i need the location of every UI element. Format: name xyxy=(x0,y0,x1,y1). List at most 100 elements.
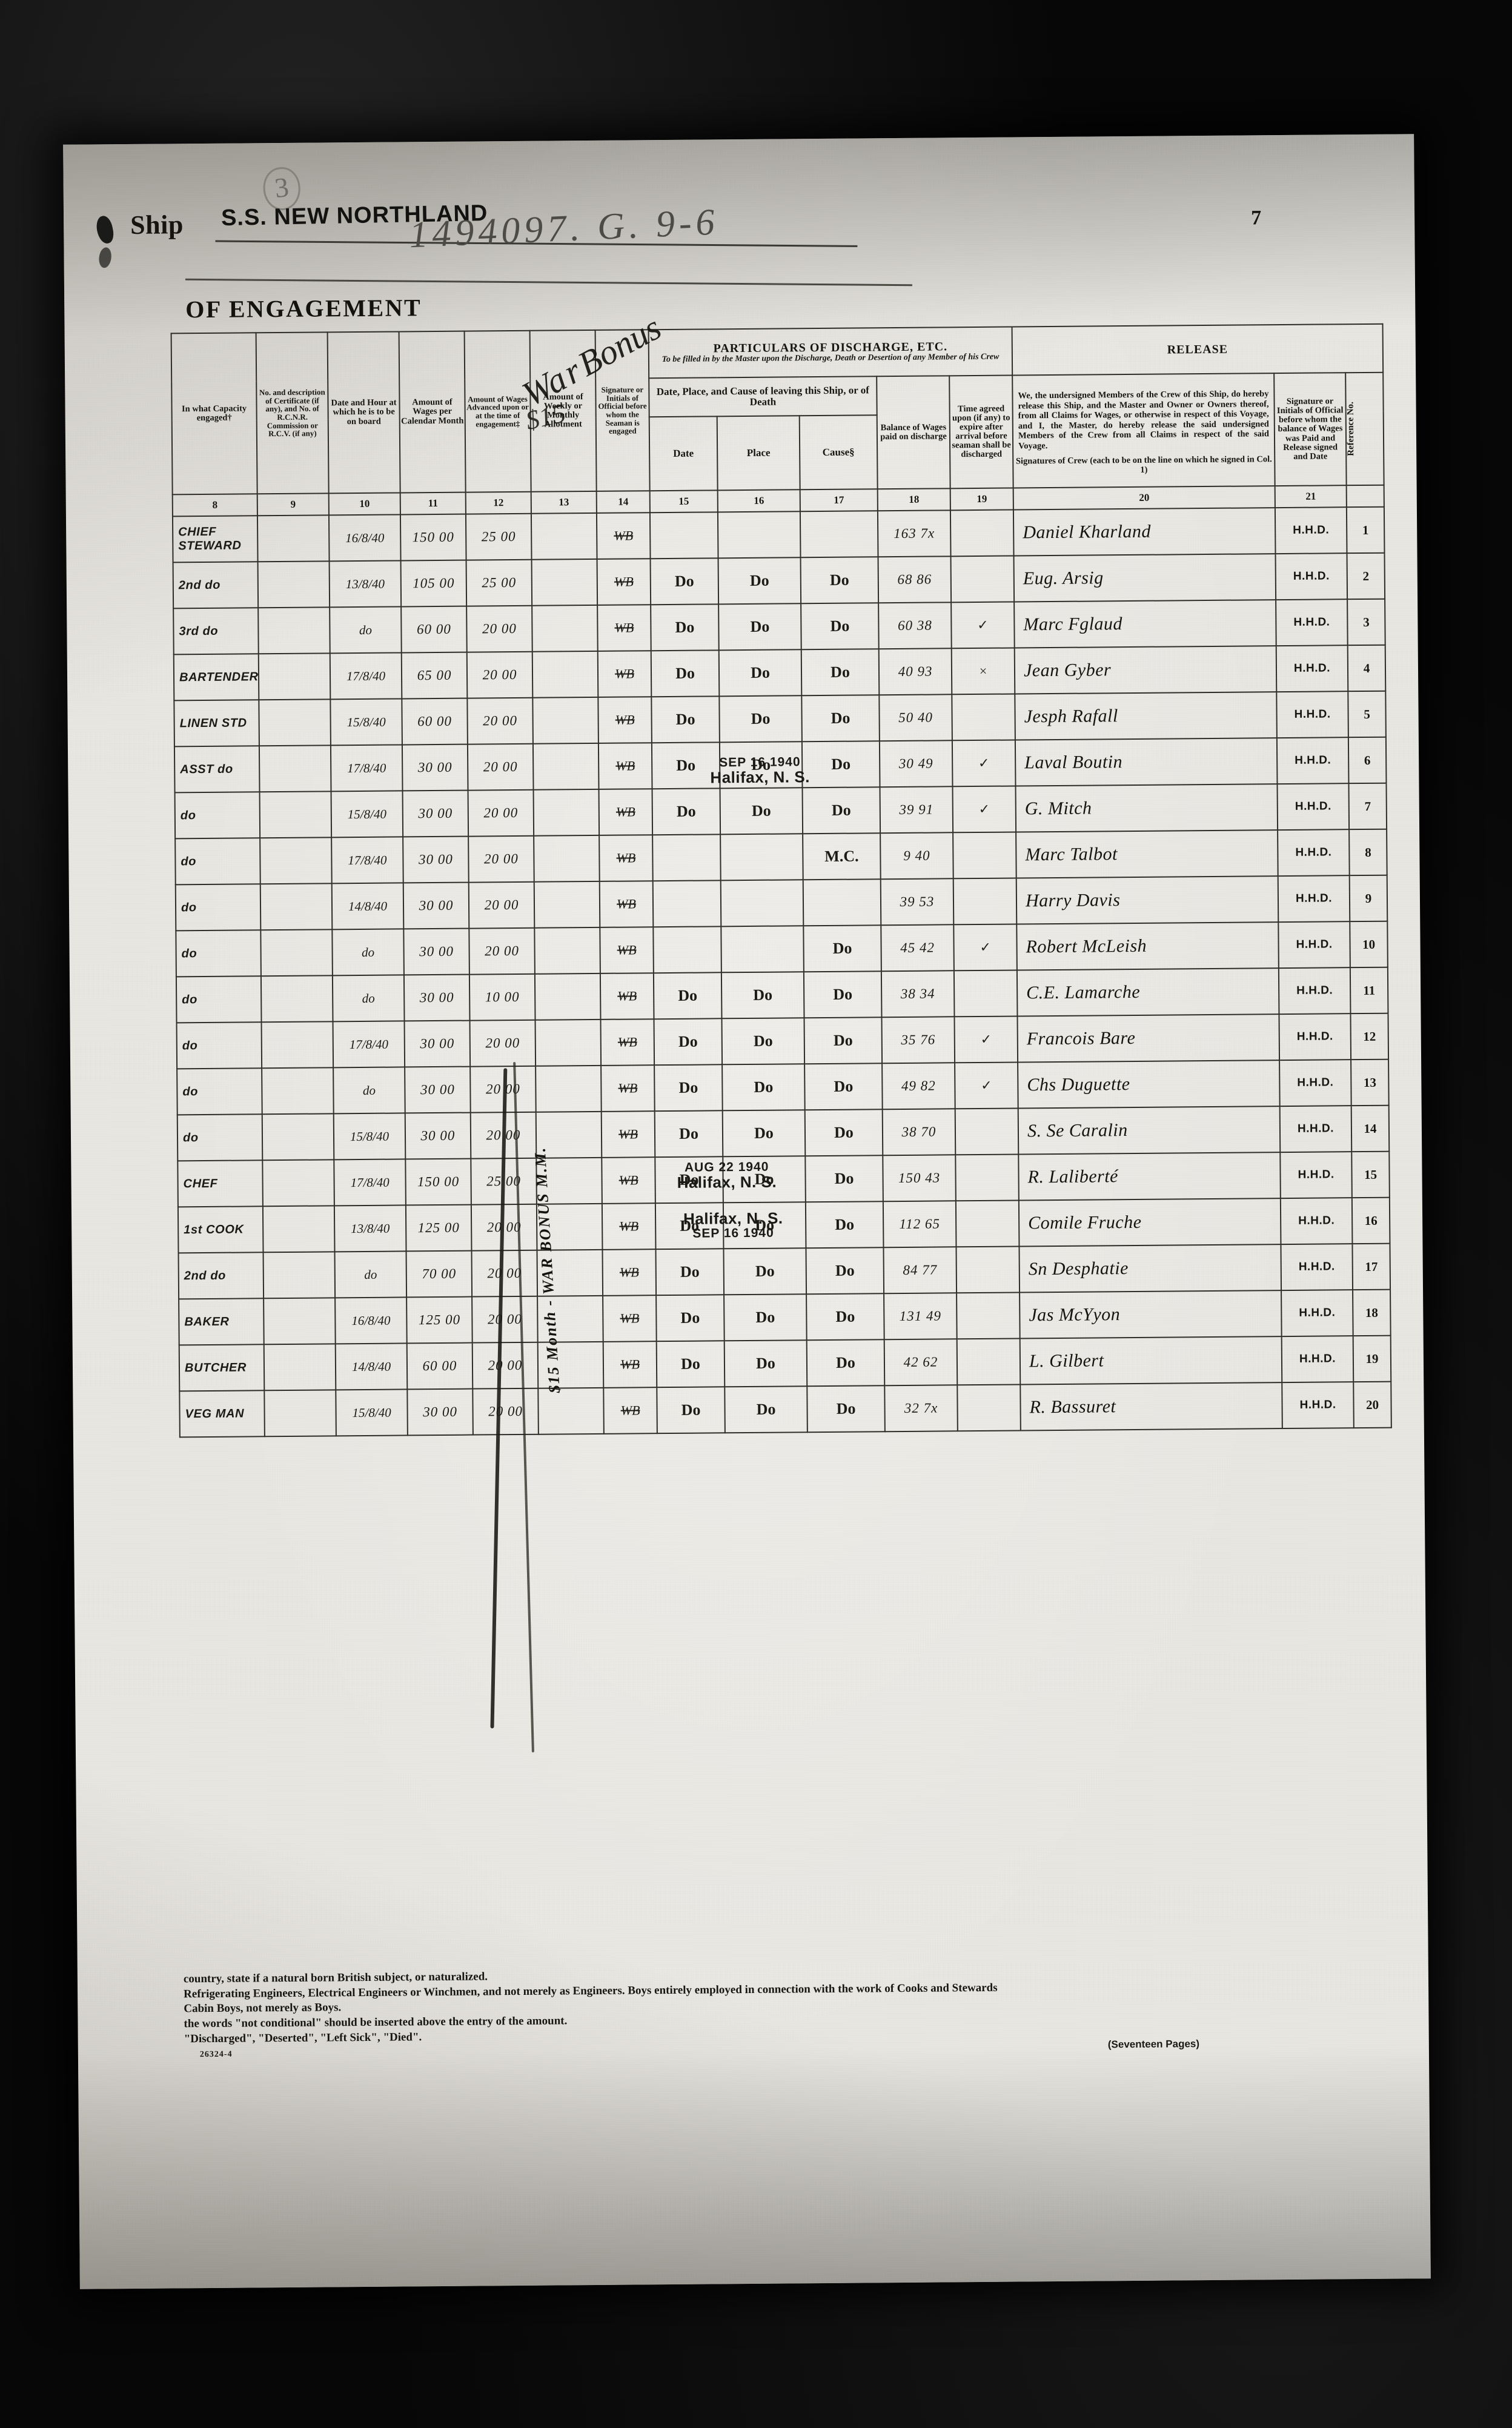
ship-secondary-rule xyxy=(185,278,912,287)
official-sig-cell: WB xyxy=(597,559,651,605)
colnum-13: 13 xyxy=(531,491,597,514)
official-sig-cell: WB xyxy=(602,1203,656,1250)
balance-cell: 84 77 xyxy=(883,1247,957,1294)
advance-cell: 20 00 xyxy=(467,697,533,745)
discharge-cause-cell: Do xyxy=(801,603,879,650)
certificate-cell xyxy=(257,561,330,608)
reference-no-cell: 2 xyxy=(1347,552,1385,600)
th-col20: We, the undersigned Members of the Crew … xyxy=(1012,373,1275,488)
discharge-place-cell: Do xyxy=(724,1340,807,1387)
colnum-15: 15 xyxy=(649,490,718,513)
board-date-cell: do xyxy=(330,606,402,654)
release-sub-text: Signatures of Crew (each to be on the li… xyxy=(1015,454,1272,475)
discharge-date-cell: Do xyxy=(651,742,720,789)
capacity-cell: do xyxy=(177,1114,263,1161)
reference-no-cell: 3 xyxy=(1347,599,1385,646)
th-col21: Signature or Initials of Official before… xyxy=(1274,373,1347,486)
discharge-date-cell: Do xyxy=(656,1295,724,1342)
advance-cell: 20 00 xyxy=(469,927,535,975)
official-sig-cell: WB xyxy=(597,605,651,651)
discharge-cause-cell: Do xyxy=(801,741,880,788)
discharge-cause-cell: Do xyxy=(805,1201,884,1249)
discharge-place-cell: Do xyxy=(718,557,801,605)
discharge-date-cell: Do xyxy=(655,1202,724,1250)
balance-cell: 150 43 xyxy=(883,1155,956,1202)
release-official-cell: H.H.D. xyxy=(1276,645,1348,692)
certificate-cell xyxy=(259,745,331,792)
official-sig-cell: WB xyxy=(603,1341,657,1388)
discharge-place-cell: Do xyxy=(722,1064,805,1111)
balance-cell: 60 38 xyxy=(878,602,952,649)
board-date-cell: 17/8/40 xyxy=(333,1021,405,1068)
colnum-17: 17 xyxy=(800,489,878,512)
reference-no-cell: 1 xyxy=(1346,506,1385,554)
capacity-cell: 3rd do xyxy=(173,608,259,655)
release-official-cell: H.H.D. xyxy=(1276,737,1349,784)
wages-cell: 150 00 xyxy=(405,1158,471,1206)
balance-cell: 49 82 xyxy=(882,1063,955,1110)
discharge-cause-cell: Do xyxy=(804,1017,883,1064)
board-date-cell: do xyxy=(334,1251,407,1298)
time-agreed-cell xyxy=(957,1338,1021,1385)
wages-cell: 105 00 xyxy=(400,560,467,607)
discharge-cause-cell: M.C. xyxy=(803,833,881,880)
wages-cell: 30 00 xyxy=(403,974,470,1021)
discharge-place-cell: Do xyxy=(718,649,802,697)
wages-cell: 30 00 xyxy=(405,1066,471,1113)
crew-signature-cell: Marc Talbot xyxy=(1016,830,1278,878)
advance-cell: 20 00 xyxy=(468,789,534,837)
reference-no-cell: 7 xyxy=(1348,783,1387,830)
allotment-cell xyxy=(533,789,600,836)
th-col12: Amount of Wages Advanced upon or at the … xyxy=(464,330,531,493)
time-agreed-cell xyxy=(950,509,1014,557)
capacity-cell: do xyxy=(174,792,260,839)
advance-cell: 20 00 xyxy=(471,1250,538,1297)
advance-cell: 25 00 xyxy=(465,513,532,560)
crew-signature-cell: Chs Duguette xyxy=(1018,1060,1280,1109)
official-sig-cell: WB xyxy=(598,697,652,743)
discharge-place-cell: Do xyxy=(722,1110,806,1157)
release-official-cell: H.H.D. xyxy=(1281,1336,1354,1383)
discharge-cause-cell: Do xyxy=(804,1063,883,1110)
certificate-cell xyxy=(263,1252,336,1299)
discharge-cause-cell: Do xyxy=(802,787,881,834)
colnum-22-blank xyxy=(1346,485,1384,508)
board-date-cell: 17/8/40 xyxy=(334,1159,406,1206)
balance-cell: 35 76 xyxy=(881,1017,955,1064)
discharge-place-cell: Do xyxy=(719,695,802,743)
discharge-cause-cell: Do xyxy=(805,1155,883,1202)
official-sig-cell: WB xyxy=(600,927,654,974)
table-row: VEG MAN 15/8/40 30 00 20 00 WB Do Do Do 32 7x R. … xyxy=(179,1381,1391,1438)
advance-cell: 20 00 xyxy=(466,605,532,652)
discharge-cause-cell: Do xyxy=(800,557,879,604)
colnum-11: 11 xyxy=(400,492,466,515)
crew-signature-cell: Jas McYyon xyxy=(1020,1290,1282,1339)
discharge-cause-cell: Do xyxy=(806,1293,884,1341)
reference-no-cell: 4 xyxy=(1347,645,1386,692)
allotment-cell xyxy=(538,1387,604,1435)
wages-cell: 30 00 xyxy=(404,1020,471,1067)
discharge-date-cell: Do xyxy=(651,650,720,697)
colnum-12: 12 xyxy=(465,491,531,514)
time-agreed-cell xyxy=(952,694,1015,741)
discharge-date-cell xyxy=(649,512,718,559)
release-official-cell: H.H.D. xyxy=(1278,875,1350,923)
discharge-cause-cell xyxy=(800,511,878,558)
release-body-text: We, the undersigned Members of the Crew … xyxy=(1018,389,1270,451)
time-agreed-cell: ✓ xyxy=(955,1062,1018,1109)
certificate-cell xyxy=(262,1159,334,1207)
discharge-cause-cell: Do xyxy=(806,1247,884,1295)
discharge-place-cell xyxy=(720,834,803,881)
time-agreed-cell: ✓ xyxy=(951,602,1015,649)
wages-cell: 60 00 xyxy=(406,1342,473,1390)
wages-cell: 60 00 xyxy=(401,606,467,653)
official-sig-cell: WB xyxy=(603,1387,657,1434)
certificate-cell xyxy=(259,699,331,746)
allotment-cell xyxy=(532,697,598,744)
reference-no-cell: 13 xyxy=(1351,1059,1389,1106)
advance-cell: 20 00 xyxy=(466,651,533,698)
wages-cell: 30 00 xyxy=(407,1388,473,1436)
allotment-cell xyxy=(534,927,600,974)
colnum-21: 21 xyxy=(1275,485,1347,508)
wages-cell: 125 00 xyxy=(405,1204,472,1252)
